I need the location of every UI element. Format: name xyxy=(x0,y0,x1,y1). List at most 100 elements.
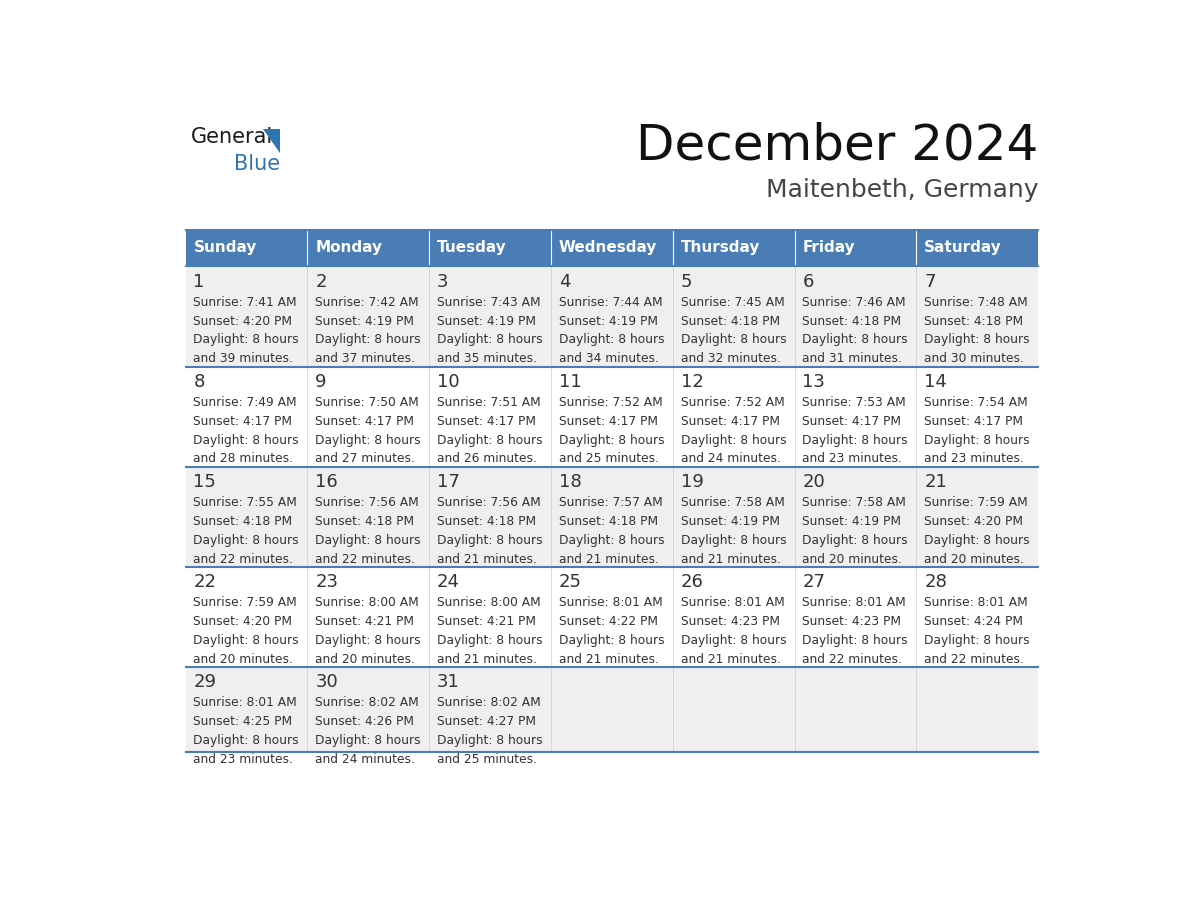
Text: Daylight: 8 hours: Daylight: 8 hours xyxy=(315,533,421,546)
Text: Sunset: 4:17 PM: Sunset: 4:17 PM xyxy=(802,415,902,428)
Text: 30: 30 xyxy=(315,673,337,691)
Text: Daylight: 8 hours: Daylight: 8 hours xyxy=(924,433,1030,446)
Text: Tuesday: Tuesday xyxy=(437,241,507,255)
Text: Sunset: 4:20 PM: Sunset: 4:20 PM xyxy=(924,515,1023,528)
Text: Sunrise: 8:02 AM: Sunrise: 8:02 AM xyxy=(315,696,419,709)
Text: 15: 15 xyxy=(194,473,216,491)
Text: Sunset: 4:18 PM: Sunset: 4:18 PM xyxy=(194,515,292,528)
Text: 9: 9 xyxy=(315,373,327,391)
Text: and 25 minutes.: and 25 minutes. xyxy=(558,453,659,465)
Text: 10: 10 xyxy=(437,373,460,391)
Text: Sunrise: 7:42 AM: Sunrise: 7:42 AM xyxy=(315,296,419,308)
Text: 22: 22 xyxy=(194,573,216,591)
Text: Daylight: 8 hours: Daylight: 8 hours xyxy=(558,533,664,546)
Text: Sunset: 4:18 PM: Sunset: 4:18 PM xyxy=(802,315,902,328)
Text: 8: 8 xyxy=(194,373,204,391)
FancyBboxPatch shape xyxy=(429,230,551,266)
Bar xyxy=(185,666,1038,752)
Text: 20: 20 xyxy=(802,473,826,491)
Text: Sunday: Sunday xyxy=(194,241,257,255)
Text: Sunrise: 8:00 AM: Sunrise: 8:00 AM xyxy=(315,596,419,609)
Text: 4: 4 xyxy=(558,273,570,291)
Text: Sunrise: 8:00 AM: Sunrise: 8:00 AM xyxy=(437,596,541,609)
Text: Sunset: 4:21 PM: Sunset: 4:21 PM xyxy=(437,615,536,628)
Text: Daylight: 8 hours: Daylight: 8 hours xyxy=(681,533,786,546)
Text: Daylight: 8 hours: Daylight: 8 hours xyxy=(437,333,543,346)
Text: 16: 16 xyxy=(315,473,337,491)
Text: 29: 29 xyxy=(194,673,216,691)
Text: 7: 7 xyxy=(924,273,936,291)
Text: Sunrise: 7:46 AM: Sunrise: 7:46 AM xyxy=(802,296,906,308)
Text: Daylight: 8 hours: Daylight: 8 hours xyxy=(802,533,908,546)
Text: Sunset: 4:19 PM: Sunset: 4:19 PM xyxy=(315,315,415,328)
Text: Blue: Blue xyxy=(234,154,280,174)
FancyBboxPatch shape xyxy=(185,230,308,266)
Text: Sunrise: 7:54 AM: Sunrise: 7:54 AM xyxy=(924,396,1028,409)
Text: 11: 11 xyxy=(558,373,582,391)
Text: Sunrise: 7:56 AM: Sunrise: 7:56 AM xyxy=(437,496,541,509)
Text: Daylight: 8 hours: Daylight: 8 hours xyxy=(194,733,299,747)
Text: 24: 24 xyxy=(437,573,460,591)
Text: Daylight: 8 hours: Daylight: 8 hours xyxy=(315,333,421,346)
Text: Sunset: 4:17 PM: Sunset: 4:17 PM xyxy=(924,415,1023,428)
Text: Daylight: 8 hours: Daylight: 8 hours xyxy=(681,633,786,647)
Text: Daylight: 8 hours: Daylight: 8 hours xyxy=(437,733,543,747)
Text: Wednesday: Wednesday xyxy=(558,241,657,255)
Text: and 24 minutes.: and 24 minutes. xyxy=(681,453,781,465)
Text: Sunrise: 8:01 AM: Sunrise: 8:01 AM xyxy=(681,596,784,609)
Text: and 34 minutes.: and 34 minutes. xyxy=(558,353,658,365)
Text: 6: 6 xyxy=(802,273,814,291)
Text: Sunrise: 7:59 AM: Sunrise: 7:59 AM xyxy=(924,496,1028,509)
Text: 1: 1 xyxy=(194,273,204,291)
Text: 25: 25 xyxy=(558,573,582,591)
Text: 26: 26 xyxy=(681,573,703,591)
Text: Daylight: 8 hours: Daylight: 8 hours xyxy=(437,433,543,446)
FancyBboxPatch shape xyxy=(916,230,1038,266)
Text: Sunrise: 8:01 AM: Sunrise: 8:01 AM xyxy=(558,596,663,609)
FancyBboxPatch shape xyxy=(551,230,672,266)
Text: Sunrise: 7:52 AM: Sunrise: 7:52 AM xyxy=(681,396,784,409)
Text: Saturday: Saturday xyxy=(924,241,1001,255)
Text: Sunset: 4:23 PM: Sunset: 4:23 PM xyxy=(681,615,779,628)
FancyBboxPatch shape xyxy=(795,230,916,266)
Text: 21: 21 xyxy=(924,473,947,491)
Text: 3: 3 xyxy=(437,273,449,291)
Text: and 24 minutes.: and 24 minutes. xyxy=(315,753,415,766)
Text: Sunset: 4:17 PM: Sunset: 4:17 PM xyxy=(681,415,779,428)
Text: and 20 minutes.: and 20 minutes. xyxy=(802,553,902,565)
Text: Daylight: 8 hours: Daylight: 8 hours xyxy=(315,733,421,747)
Text: Sunset: 4:23 PM: Sunset: 4:23 PM xyxy=(802,615,902,628)
Text: Daylight: 8 hours: Daylight: 8 hours xyxy=(558,633,664,647)
Text: Sunset: 4:22 PM: Sunset: 4:22 PM xyxy=(558,615,658,628)
Text: Sunrise: 7:55 AM: Sunrise: 7:55 AM xyxy=(194,496,297,509)
Text: Thursday: Thursday xyxy=(681,241,760,255)
Text: and 21 minutes.: and 21 minutes. xyxy=(437,653,537,666)
Text: Sunset: 4:27 PM: Sunset: 4:27 PM xyxy=(437,715,536,728)
Text: 2: 2 xyxy=(315,273,327,291)
Text: Daylight: 8 hours: Daylight: 8 hours xyxy=(681,433,786,446)
Text: and 21 minutes.: and 21 minutes. xyxy=(681,553,781,565)
Text: Sunset: 4:17 PM: Sunset: 4:17 PM xyxy=(194,415,292,428)
Bar xyxy=(185,466,1038,566)
Text: and 39 minutes.: and 39 minutes. xyxy=(194,353,293,365)
Text: and 21 minutes.: and 21 minutes. xyxy=(437,553,537,565)
Text: Sunset: 4:17 PM: Sunset: 4:17 PM xyxy=(558,415,658,428)
Text: Sunset: 4:25 PM: Sunset: 4:25 PM xyxy=(194,715,292,728)
Text: Daylight: 8 hours: Daylight: 8 hours xyxy=(194,433,299,446)
Text: Sunrise: 8:02 AM: Sunrise: 8:02 AM xyxy=(437,696,541,709)
Text: Sunrise: 7:48 AM: Sunrise: 7:48 AM xyxy=(924,296,1028,308)
Text: 23: 23 xyxy=(315,573,339,591)
Text: Sunset: 4:19 PM: Sunset: 4:19 PM xyxy=(558,315,658,328)
Text: Sunrise: 8:01 AM: Sunrise: 8:01 AM xyxy=(924,596,1028,609)
Text: Sunrise: 7:58 AM: Sunrise: 7:58 AM xyxy=(681,496,784,509)
Text: Maitenbeth, Germany: Maitenbeth, Germany xyxy=(766,178,1038,202)
Text: and 20 minutes.: and 20 minutes. xyxy=(924,553,1024,565)
Text: Daylight: 8 hours: Daylight: 8 hours xyxy=(802,433,908,446)
Text: Daylight: 8 hours: Daylight: 8 hours xyxy=(315,433,421,446)
Text: Daylight: 8 hours: Daylight: 8 hours xyxy=(437,633,543,647)
Text: Sunset: 4:20 PM: Sunset: 4:20 PM xyxy=(194,615,292,628)
Text: Daylight: 8 hours: Daylight: 8 hours xyxy=(802,633,908,647)
Text: 5: 5 xyxy=(681,273,693,291)
Text: and 20 minutes.: and 20 minutes. xyxy=(194,653,293,666)
Text: 19: 19 xyxy=(681,473,703,491)
